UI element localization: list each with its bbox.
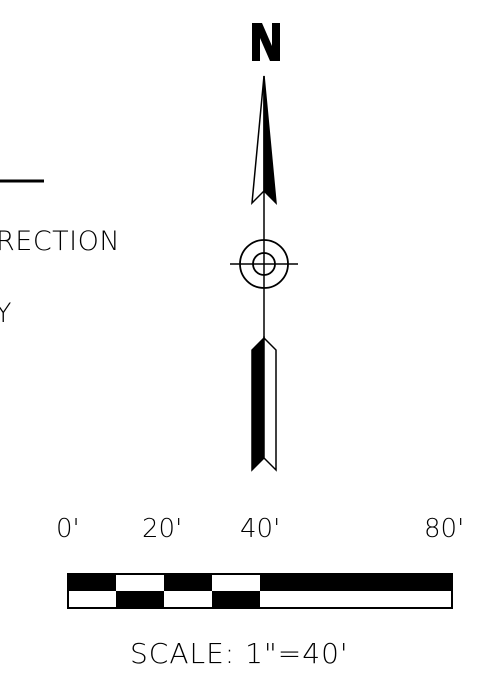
scale-tick-label: 40' — [240, 514, 281, 544]
north-letter-icon — [252, 23, 280, 61]
scale-cell — [68, 574, 116, 591]
scale-cell — [116, 591, 164, 608]
scale-tick-label: 0' — [56, 514, 80, 544]
scale-cell — [212, 591, 260, 608]
south-tail-icon — [251, 336, 277, 472]
scale-cell — [164, 574, 212, 591]
target-circle-icon — [230, 239, 298, 289]
north-pointer-icon — [251, 75, 277, 206]
scale-tick-label: 20' — [142, 514, 183, 544]
secondary-label-fragment: Y — [0, 298, 12, 329]
direction-label-fragment: RECTION — [0, 226, 121, 257]
scale-caption: SCALE: 1"=40' — [130, 637, 349, 670]
scale-bar — [67, 573, 453, 609]
scale-cell — [260, 574, 452, 591]
scale-tick-label: 80' — [424, 514, 465, 544]
